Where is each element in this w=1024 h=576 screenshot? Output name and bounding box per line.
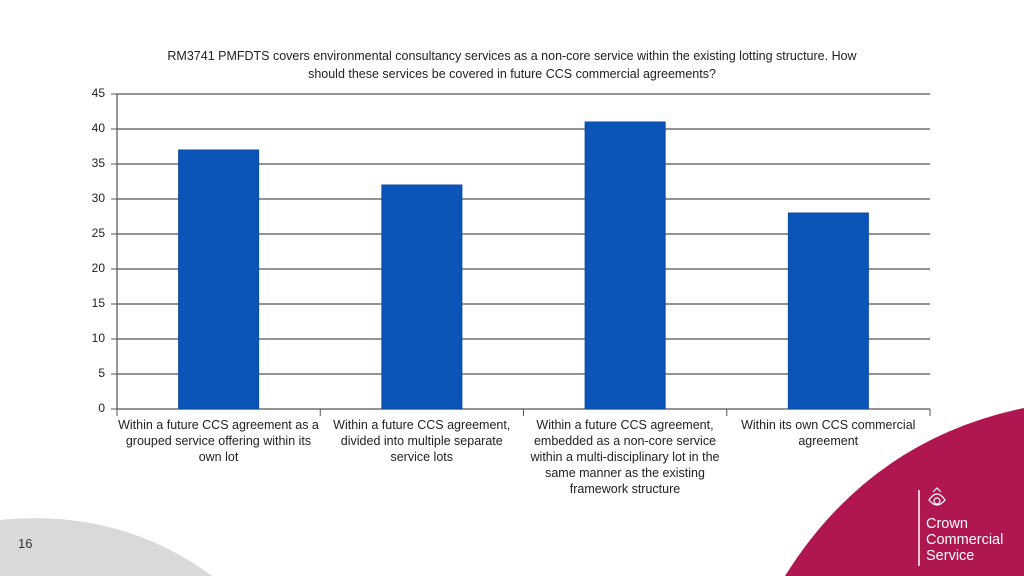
logo-crest (928, 487, 946, 506)
y-tick-label: 30 (92, 191, 106, 205)
y-tick-label: 40 (92, 121, 106, 135)
slide-number: 16 (18, 536, 33, 551)
x-tick-label: Within its own CCS commercial agreement (741, 418, 916, 448)
y-tick-label: 25 (92, 226, 106, 240)
brand-line: Commercial (926, 532, 1004, 548)
y-tick-label: 10 (92, 331, 106, 345)
bar (787, 212, 869, 410)
y-tick-label: 0 (98, 401, 105, 415)
brand-shape (785, 408, 1024, 576)
brand-line: Crown (926, 516, 968, 532)
chart-title: RM3741 PMFDTS covers environmental consu… (167, 49, 857, 81)
x-tick-label: Within a future CCS agreement, embedded … (530, 418, 720, 496)
y-tick-label: 45 (92, 86, 106, 100)
bar (584, 121, 666, 410)
x-tick-label: Within a future CCS agreement, divided i… (333, 418, 511, 464)
y-tick-label: 20 (92, 261, 106, 275)
x-tick-label: Within a future CCS agreement as a group… (118, 418, 319, 464)
y-tick-label: 35 (92, 156, 106, 170)
corner-shape (0, 518, 212, 576)
y-tick-label: 5 (98, 366, 105, 380)
bar (178, 149, 260, 410)
brand-line: Service (926, 548, 975, 564)
y-tick-label: 15 (92, 296, 106, 310)
bar (381, 184, 463, 410)
